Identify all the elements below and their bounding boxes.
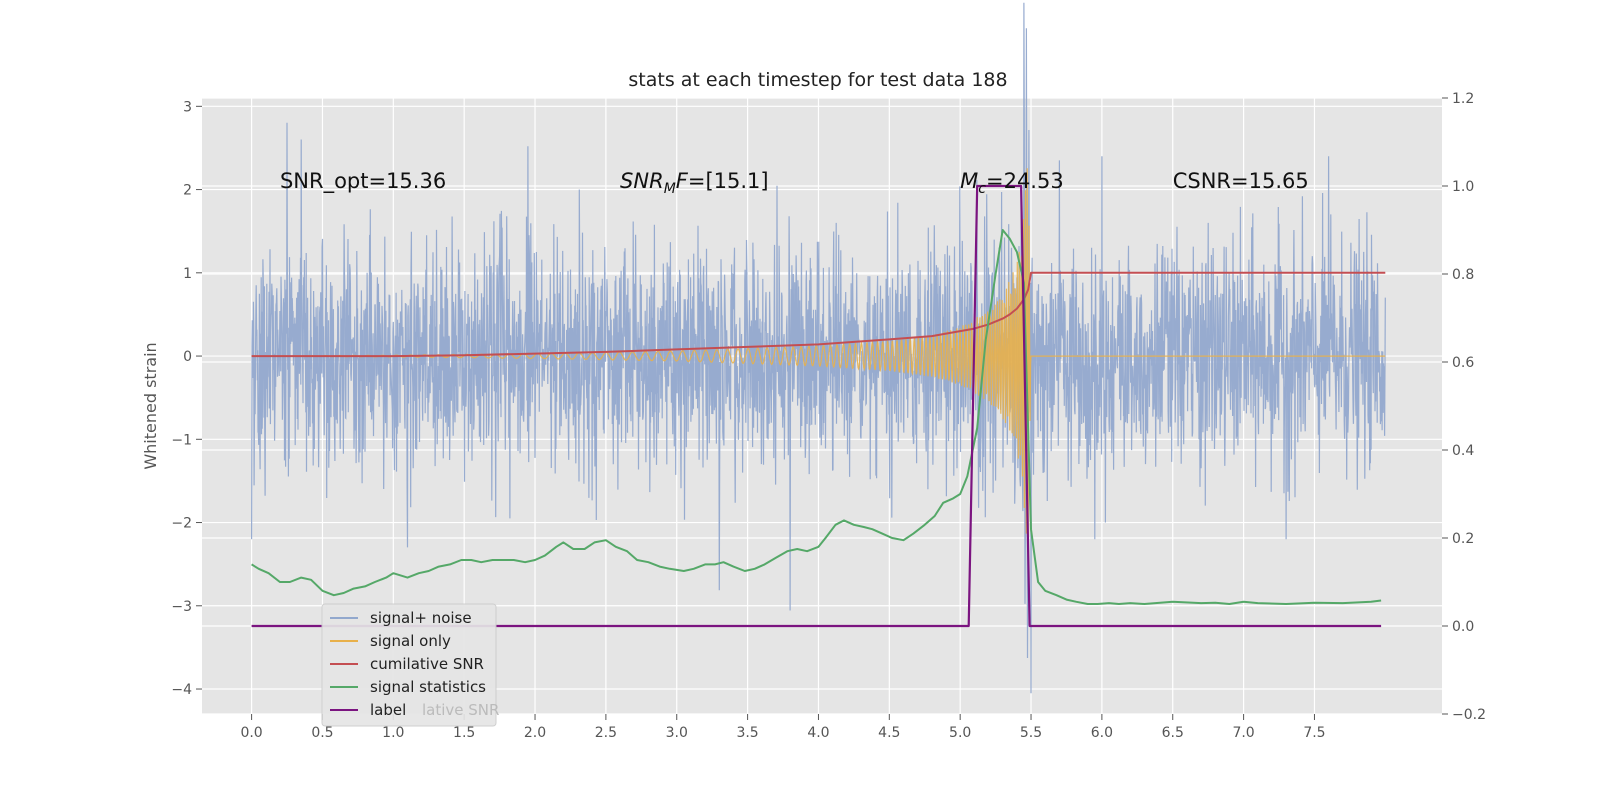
x-tick-label: 4.0: [807, 725, 829, 741]
y2-tick-label: 1.2: [1452, 91, 1474, 107]
annotation-2: Mc=24.53: [960, 169, 1064, 197]
annotation-3: CSNR=15.65: [1173, 169, 1309, 193]
x-tick-label: 2.5: [595, 725, 617, 741]
y-tick-label: 0: [183, 349, 192, 365]
legend-label: cumilative SNR: [370, 655, 484, 673]
x-tick-label: 4.5: [878, 725, 900, 741]
y2-tick-label: 0.6: [1452, 355, 1474, 371]
label-line: [251, 184, 1382, 628]
y2-tick-label: −0.2: [1452, 707, 1486, 723]
chart-title: stats at each timestep for test data 188: [628, 69, 1007, 91]
annotation-1: SNRMF=[15.1]: [620, 169, 769, 197]
x-tick-label: 3.0: [666, 725, 688, 741]
x-tick-label: 2.0: [524, 725, 546, 741]
y-tick-label: 2: [183, 183, 192, 199]
annotations: SNR_opt=15.36 SNRMF=[15.1] Mc=24.53 CSNR=15…: [280, 169, 1309, 197]
series-signal-noise: [251, 2, 1386, 694]
x-tick-label: 3.5: [736, 725, 758, 741]
y-tick-label: −3: [171, 599, 192, 615]
legend-label: label: [370, 701, 406, 719]
legend-box: [321, 603, 497, 727]
series-lines: [251, 184, 1386, 628]
y2-tick-label: 0.4: [1452, 443, 1474, 459]
x-tick-label: 0.5: [311, 725, 333, 741]
x-tick-label: 7.0: [1232, 725, 1254, 741]
axes: 0.0 0.5 1.0 1.5 2.0 2.5 3.0 3.5 4.0 4.5 5.0 5.5 6.0 6…: [171, 91, 1486, 741]
x-tick-label: 1.0: [382, 725, 404, 741]
y-tick-label: −2: [171, 516, 192, 532]
y2-tick-label: 0.0: [1452, 619, 1474, 635]
x-tick-label: 6.5: [1162, 725, 1184, 741]
annotation-0: SNR_opt=15.36: [280, 169, 446, 194]
legend-ghost-text: lative SNR: [422, 701, 499, 719]
y-tick-label: 1: [183, 266, 192, 282]
legend: lative SNR signal+ noise signal only cumila…: [321, 603, 499, 727]
legend-label: signal+ noise: [370, 609, 472, 627]
x-tick-label: 1.5: [453, 725, 475, 741]
y2-tick-label: 0.2: [1452, 531, 1474, 547]
cumulative-snr-line: [251, 271, 1386, 358]
y-axis-label: Whitened strain: [141, 342, 160, 469]
legend-label: signal statistics: [370, 678, 486, 696]
x-tick-label: 5.0: [949, 725, 971, 741]
y2-tick-label: 1.0: [1452, 179, 1474, 195]
x-tick-label: 7.5: [1303, 725, 1325, 741]
noise-path: [251, 2, 1386, 694]
signal-statistics-line: [251, 229, 1382, 605]
x-tick-label: 6.0: [1091, 725, 1113, 741]
y-tick-label: −1: [171, 432, 192, 448]
x-tick-label: 0.0: [240, 725, 262, 741]
legend-label: signal only: [370, 632, 451, 650]
x-tick-label: 5.5: [1020, 725, 1042, 741]
y-tick-label: −4: [171, 682, 192, 698]
y2-tick-label: 0.8: [1452, 267, 1474, 283]
y-tick-label: 3: [183, 99, 192, 115]
